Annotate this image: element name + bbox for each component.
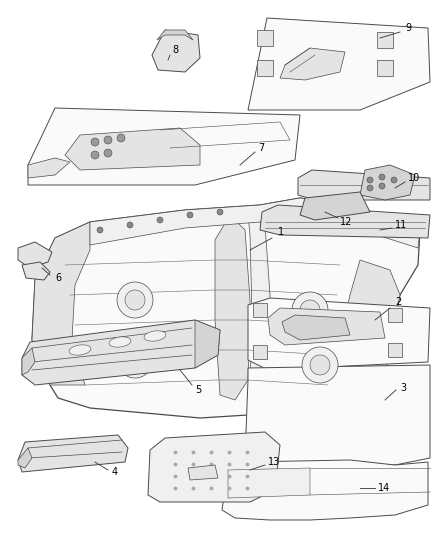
Polygon shape	[22, 320, 220, 385]
Polygon shape	[257, 60, 273, 76]
Circle shape	[91, 138, 99, 146]
Text: 11: 11	[395, 220, 407, 230]
Circle shape	[104, 149, 112, 157]
Text: 8: 8	[172, 45, 178, 55]
Text: 14: 14	[378, 483, 390, 493]
Circle shape	[379, 183, 385, 189]
Polygon shape	[28, 108, 300, 185]
Circle shape	[217, 209, 223, 215]
Polygon shape	[245, 365, 430, 465]
Text: 10: 10	[408, 173, 420, 183]
Polygon shape	[65, 128, 200, 170]
Polygon shape	[22, 262, 50, 280]
Text: 6: 6	[55, 273, 61, 283]
Polygon shape	[148, 432, 280, 502]
Polygon shape	[18, 435, 128, 472]
Circle shape	[367, 185, 373, 191]
Circle shape	[117, 342, 153, 378]
Polygon shape	[260, 205, 430, 238]
Polygon shape	[228, 468, 310, 498]
Polygon shape	[28, 158, 70, 178]
Polygon shape	[32, 222, 90, 385]
Circle shape	[310, 355, 330, 375]
Circle shape	[187, 212, 193, 218]
Circle shape	[91, 151, 99, 159]
Circle shape	[104, 136, 112, 144]
Text: 3: 3	[400, 383, 406, 393]
Text: 12: 12	[340, 217, 353, 227]
Circle shape	[391, 177, 397, 183]
Text: 1: 1	[278, 227, 284, 237]
Text: 5: 5	[195, 385, 201, 395]
Text: 4: 4	[112, 467, 118, 477]
Polygon shape	[152, 30, 200, 72]
Polygon shape	[388, 308, 402, 322]
Polygon shape	[377, 60, 393, 76]
Circle shape	[127, 222, 133, 228]
Circle shape	[292, 292, 328, 328]
Polygon shape	[188, 465, 218, 480]
Polygon shape	[298, 170, 430, 200]
Text: 7: 7	[258, 143, 264, 153]
Polygon shape	[268, 308, 385, 345]
Circle shape	[302, 347, 338, 383]
Text: 13: 13	[268, 457, 280, 467]
Polygon shape	[157, 30, 193, 40]
Circle shape	[117, 134, 125, 142]
Polygon shape	[215, 215, 250, 400]
Polygon shape	[280, 48, 345, 80]
Polygon shape	[32, 198, 420, 418]
Polygon shape	[248, 298, 430, 370]
Text: 9: 9	[405, 23, 411, 33]
Circle shape	[125, 350, 145, 370]
Polygon shape	[18, 448, 32, 468]
Polygon shape	[253, 345, 267, 359]
Ellipse shape	[144, 331, 166, 341]
Ellipse shape	[109, 337, 131, 347]
Circle shape	[379, 174, 385, 180]
Polygon shape	[388, 343, 402, 357]
Circle shape	[125, 290, 145, 310]
Polygon shape	[282, 315, 350, 340]
Polygon shape	[195, 320, 220, 368]
Polygon shape	[248, 18, 430, 110]
Polygon shape	[325, 260, 400, 410]
Ellipse shape	[69, 345, 91, 355]
Circle shape	[300, 300, 320, 320]
Polygon shape	[222, 460, 428, 520]
Polygon shape	[18, 242, 52, 268]
Polygon shape	[253, 303, 267, 317]
Circle shape	[367, 177, 373, 183]
Polygon shape	[377, 32, 393, 48]
Polygon shape	[300, 192, 370, 220]
Circle shape	[117, 282, 153, 318]
Polygon shape	[360, 165, 415, 200]
Text: 2: 2	[395, 297, 401, 307]
Circle shape	[97, 227, 103, 233]
Circle shape	[157, 217, 163, 223]
Polygon shape	[257, 30, 273, 46]
Polygon shape	[22, 348, 35, 375]
Polygon shape	[248, 215, 270, 395]
Polygon shape	[90, 198, 420, 248]
